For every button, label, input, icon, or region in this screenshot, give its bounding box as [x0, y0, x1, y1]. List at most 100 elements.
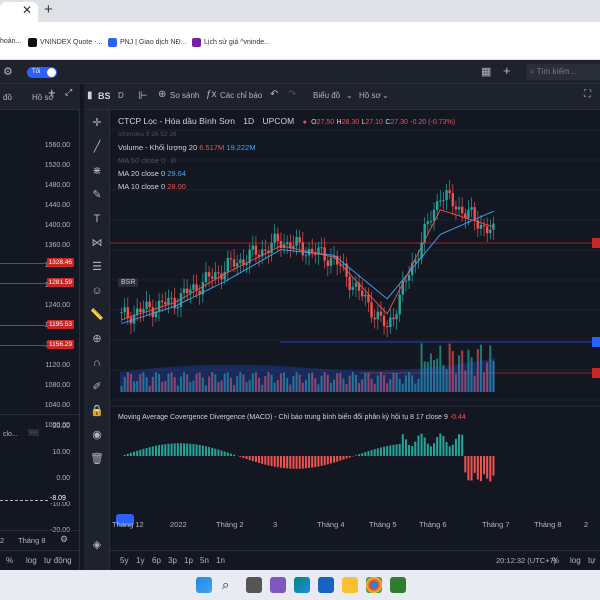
settings-gear-icon[interactable]: ⚙	[3, 66, 13, 78]
fullscreen-icon[interactable]: ⛶	[584, 89, 591, 100]
theme-toggle[interactable]: Tối	[27, 67, 57, 78]
candle-body	[401, 281, 405, 295]
redo-icon[interactable]: ↷	[288, 89, 297, 100]
left-macd-line	[0, 500, 48, 501]
candle-body	[148, 301, 151, 308]
chevron-down-icon[interactable]: ⌄	[346, 91, 353, 100]
close-tab-icon[interactable]: ✕	[22, 3, 33, 17]
interval-button[interactable]: D	[118, 91, 124, 100]
percent-toggle[interactable]: %	[6, 556, 14, 565]
log-toggle[interactable]: log	[570, 556, 581, 565]
trendline-icon[interactable]: ╱	[93, 141, 101, 153]
compare-plus-icon[interactable]: ⊕	[158, 89, 167, 100]
volume-bar	[345, 384, 348, 392]
timeframe-button[interactable]: 1n	[216, 556, 225, 565]
volume-bar	[170, 372, 173, 392]
start-icon[interactable]	[196, 577, 212, 593]
eye-hidden-icon[interactable]: ⊘	[170, 156, 177, 165]
macd-bar	[170, 443, 173, 456]
auto-toggle[interactable]: tự	[588, 556, 596, 565]
profile-button[interactable]: Hồ sơ	[359, 91, 381, 100]
candle-body	[123, 307, 126, 313]
candle-type-icon[interactable]: ⊩	[138, 90, 148, 102]
macd-bar	[323, 456, 326, 466]
ruler-icon[interactable]: 📏	[90, 309, 104, 321]
chevron-down-icon[interactable]: ⌄	[382, 91, 389, 100]
compare-button[interactable]: So sánh	[170, 91, 200, 100]
macd-legend[interactable]: Moving Average Covergence Divergence (MA…	[118, 414, 466, 421]
volume-bar	[342, 378, 345, 392]
trash-icon[interactable]: 🗑	[90, 453, 104, 465]
volume-bar	[126, 372, 129, 392]
bookmark-item[interactable]: hoản...	[0, 38, 22, 45]
volume-legend[interactable]: Volume - Khối lượng 20 6.517M 19.222M	[118, 143, 256, 152]
cloud-icon[interactable]	[116, 514, 134, 526]
crosshair-icon[interactable]: ✛	[92, 117, 102, 129]
eye-icon[interactable]: ◉	[92, 429, 102, 441]
search-input[interactable]: ⌕ Tìm kiếm...	[526, 64, 600, 80]
pattern-icon[interactable]: ⋈	[91, 237, 103, 249]
timeframe-button[interactable]: 1p	[184, 556, 193, 565]
ichimoku-legend[interactable]: Ichimoku 9 26 52 26	[118, 131, 177, 138]
search-icon[interactable]: ⌕	[222, 577, 230, 592]
left-expand-icon[interactable]: ⤢	[65, 87, 73, 97]
text-icon[interactable]: T	[93, 213, 101, 225]
emoji-icon[interactable]: ☺	[91, 285, 103, 297]
chart-type-button[interactable]: Biểu đồ	[313, 91, 341, 100]
ma10-legend[interactable]: MA 10 close 0 28.00	[118, 182, 186, 191]
magnet-icon[interactable]: ∩	[93, 357, 101, 369]
brush-icon[interactable]: ✎	[92, 189, 102, 201]
volume-bar	[467, 349, 470, 392]
projection-icon[interactable]: ☰	[92, 261, 102, 273]
macd-bar	[251, 456, 254, 462]
fib-icon[interactable]: ⋇	[92, 165, 102, 177]
timeframe-button[interactable]: 3p	[168, 556, 177, 565]
indicators-button[interactable]: Các chỉ báo	[220, 91, 263, 100]
volume-bar	[404, 375, 407, 392]
left-menu-profile[interactable]: Hồ sơ	[32, 93, 54, 102]
layers-icon[interactable]: ◈	[92, 539, 102, 551]
chart-plot-area[interactable]: CTCP Lọc - Hóa dầu Bình Sơn 1D UPCOM ● O…	[110, 110, 600, 570]
pencil-lock-icon[interactable]: ✐	[92, 381, 102, 393]
macd-bar	[354, 455, 357, 456]
layout-grid-icon[interactable]: ▦	[481, 66, 492, 78]
file-explorer-icon[interactable]	[342, 577, 358, 593]
new-tab-icon[interactable]: +	[44, 1, 53, 18]
bookmark-item[interactable]: PNJ | Giao dịch NĐ...	[108, 38, 186, 47]
browser-tab[interactable]	[0, 2, 38, 22]
lock-icon[interactable]: 🔒	[90, 405, 104, 417]
undo-icon[interactable]: ↶	[270, 89, 279, 100]
indicators-icon[interactable]: ƒx	[206, 89, 217, 100]
zoom-icon[interactable]: ⊕	[92, 333, 102, 345]
ma20-legend[interactable]: MA 20 close 0 29.64	[118, 169, 186, 178]
macd-bar	[342, 456, 345, 460]
edge-icon[interactable]	[294, 577, 310, 593]
timeframe-button[interactable]: 1y	[136, 556, 145, 565]
chrome-icon[interactable]	[366, 577, 382, 593]
volume-bar	[470, 357, 473, 392]
add-chart-icon[interactable]: +	[503, 63, 511, 78]
symbol-exchange: UPCOM	[262, 116, 295, 126]
log-toggle[interactable]: log	[26, 556, 37, 565]
timeframe-button[interactable]: 6p	[152, 556, 161, 565]
bookmark-item[interactable]: VNINDEX Quote -...	[28, 38, 102, 47]
bookmark-item[interactable]: Lịch sử giá ^vninde...	[192, 38, 270, 47]
auto-toggle[interactable]: tự động	[44, 556, 72, 565]
left-menu-chart[interactable]: đồ	[3, 93, 12, 102]
macd-bar	[233, 454, 236, 456]
timeframe-button[interactable]: 5y	[120, 556, 129, 565]
symbol-badge[interactable]: BSR	[118, 278, 139, 287]
excel-icon[interactable]	[390, 577, 406, 593]
mail-icon[interactable]	[318, 577, 334, 593]
macd-bar	[245, 456, 248, 460]
macd-bar	[304, 456, 307, 469]
task-view-icon[interactable]	[246, 577, 262, 593]
left-add-icon[interactable]: +	[48, 85, 56, 100]
left-settings-icon[interactable]: ⚙	[60, 534, 69, 544]
timeframe-button[interactable]: 5n	[200, 556, 209, 565]
chat-icon[interactable]	[270, 577, 286, 593]
ma50-legend[interactable]: MA 50 close 0 ⊘	[118, 156, 177, 165]
volume-bar	[151, 376, 154, 392]
percent-toggle[interactable]: %	[552, 556, 560, 565]
left-more-icon[interactable]: ···	[28, 429, 39, 436]
